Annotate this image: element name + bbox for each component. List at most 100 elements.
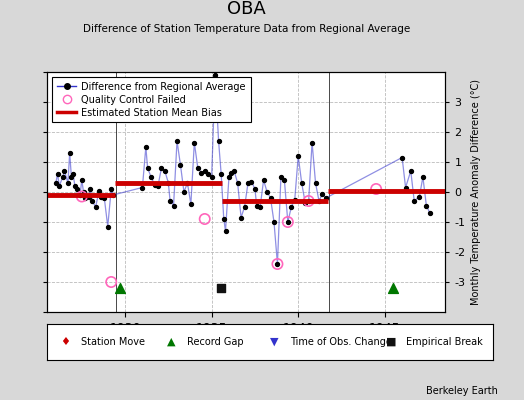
Point <box>67 174 75 180</box>
Text: ♦: ♦ <box>60 337 71 347</box>
Point <box>76 192 84 198</box>
Point <box>100 195 108 201</box>
Point <box>287 204 296 210</box>
Point <box>109 192 117 198</box>
Point <box>247 178 256 185</box>
Point <box>221 228 230 234</box>
Point <box>208 174 216 180</box>
Point <box>318 190 326 197</box>
Text: Difference of Station Temperature Data from Regional Average: Difference of Station Temperature Data f… <box>83 24 410 34</box>
Point <box>283 219 292 225</box>
Point <box>263 189 271 195</box>
Point <box>157 165 166 171</box>
Point <box>201 216 209 222</box>
Point <box>86 186 95 192</box>
Point <box>88 198 96 204</box>
Legend: Difference from Regional Average, Quality Control Failed, Estimated Station Mean: Difference from Regional Average, Qualit… <box>52 77 250 122</box>
Point <box>66 150 74 156</box>
Point <box>273 261 281 267</box>
Point <box>225 174 233 180</box>
Point <box>401 184 410 191</box>
Point <box>233 180 242 186</box>
Point <box>71 183 79 189</box>
Point <box>422 202 431 209</box>
Point <box>298 180 306 186</box>
Point <box>92 204 100 210</box>
Point <box>244 180 252 186</box>
Point <box>78 193 86 200</box>
Point <box>211 72 220 78</box>
Point <box>187 201 195 207</box>
Point <box>217 171 225 177</box>
Point <box>141 144 150 150</box>
Point <box>322 195 330 201</box>
Point <box>69 171 78 177</box>
Point <box>214 138 223 144</box>
Point <box>251 186 259 192</box>
Point <box>372 186 380 192</box>
Point <box>107 279 115 285</box>
Text: Empirical Break: Empirical Break <box>406 337 483 347</box>
Point <box>193 165 202 171</box>
Point <box>173 138 181 144</box>
Point <box>166 198 174 204</box>
Point <box>415 193 423 200</box>
Point <box>183 180 192 186</box>
Point <box>176 162 184 168</box>
Point <box>72 186 81 192</box>
Text: ▼: ▼ <box>270 337 278 347</box>
Point <box>259 177 268 183</box>
Point <box>59 174 67 180</box>
Point <box>107 186 115 192</box>
Point <box>144 165 152 171</box>
Point <box>315 198 323 204</box>
Point <box>253 202 261 209</box>
Point <box>311 180 320 186</box>
Text: OBA: OBA <box>227 0 266 18</box>
Point <box>407 168 415 174</box>
Point <box>291 196 299 203</box>
Point <box>64 180 72 186</box>
Point <box>226 169 235 176</box>
Point <box>241 204 249 210</box>
Point <box>53 171 62 177</box>
Point <box>154 183 162 189</box>
Point <box>78 177 86 183</box>
Point <box>308 139 316 146</box>
Text: Berkeley Earth: Berkeley Earth <box>426 386 498 396</box>
Point <box>237 214 245 221</box>
Point <box>84 193 93 200</box>
Point <box>389 285 398 291</box>
Point <box>277 174 285 180</box>
Text: Station Move: Station Move <box>81 337 145 347</box>
Point <box>96 193 105 200</box>
Point <box>180 189 188 195</box>
Point <box>138 184 147 191</box>
Point <box>256 204 264 210</box>
Point <box>164 180 172 186</box>
Point <box>201 168 209 174</box>
Point <box>161 168 169 174</box>
Point <box>270 219 278 225</box>
Text: ▲: ▲ <box>168 337 176 347</box>
Text: Time of Obs. Change: Time of Obs. Change <box>290 337 392 347</box>
Point <box>230 168 238 174</box>
Point <box>304 198 313 204</box>
Point <box>116 285 124 291</box>
Point <box>398 154 406 161</box>
Point <box>104 223 112 230</box>
Point <box>150 181 159 188</box>
Point <box>220 216 228 222</box>
Point <box>410 198 419 204</box>
Point <box>217 285 225 291</box>
Point <box>190 139 199 146</box>
Text: Record Gap: Record Gap <box>188 337 244 347</box>
Point <box>266 195 275 201</box>
Point <box>147 174 155 180</box>
Point <box>55 183 63 189</box>
Point <box>95 187 103 194</box>
Point <box>52 180 60 186</box>
Point <box>304 198 313 204</box>
Point <box>280 177 289 183</box>
Text: ■: ■ <box>386 337 396 347</box>
